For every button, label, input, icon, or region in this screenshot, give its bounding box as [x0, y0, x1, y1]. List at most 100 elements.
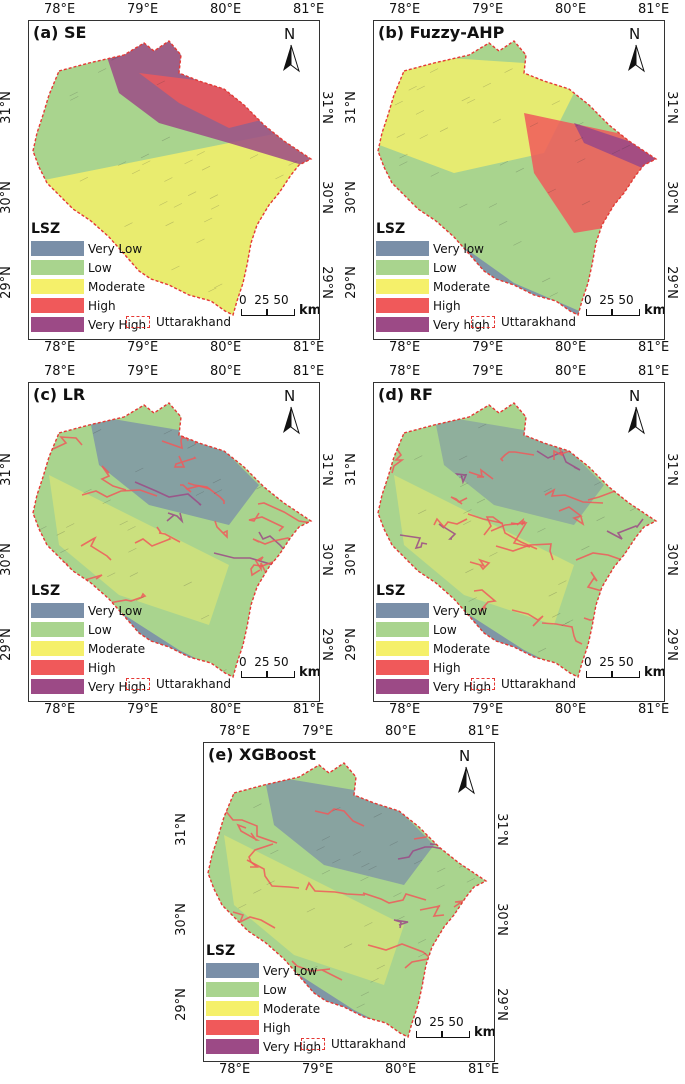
hillshade-stroke: [417, 939, 427, 944]
hillshade-stroke: [621, 144, 630, 150]
lon-tick-top: 79°E: [472, 364, 504, 379]
hillshade-stroke: [659, 465, 664, 469]
lon-tick-bottom: 81°E: [293, 702, 325, 717]
boundary-swatch: [471, 678, 495, 690]
lat-tick-left: 30°N: [0, 181, 14, 214]
hillshade-stroke: [439, 127, 449, 132]
legend-item: Very high: [376, 315, 490, 334]
scale-ruler: [241, 671, 295, 678]
legend-label: Very Low: [88, 603, 143, 618]
hillshade-stroke: [140, 153, 150, 159]
boundary-label: Uttarakhand: [501, 315, 576, 329]
hillshade-stroke: [343, 943, 353, 948]
lon-tick-top: 80°E: [210, 2, 242, 17]
hillshade-stroke: [213, 489, 223, 494]
hillshade-stroke: [603, 413, 612, 418]
hillshade-stroke: [370, 978, 379, 983]
hillshade-stroke: [321, 836, 331, 841]
boundary-swatch: [126, 316, 150, 328]
north-letter: N: [284, 25, 296, 43]
map-frame: (a) SE N LSZ Very Low Low Moderate High Very Hi…: [28, 20, 320, 340]
legend-item: Low: [31, 620, 146, 639]
hillshade-stroke: [253, 803, 262, 808]
hillshade-stroke: [610, 451, 620, 456]
drainage-high-line: [291, 960, 343, 981]
scale-bar: 0 25 50 km: [584, 655, 664, 685]
hillshade-stroke: [466, 986, 475, 992]
lat-tick-left: 30°N: [0, 543, 14, 576]
legend-swatch: [31, 679, 84, 694]
hillshade-stroke: [407, 571, 417, 577]
lat-tick-left: 31°N: [173, 813, 189, 846]
legend-label: Moderate: [433, 279, 491, 294]
hillshade-stroke: [228, 91, 238, 96]
north-arrow-left-half: [628, 45, 636, 71]
lon-tick-bottom: 80°E: [555, 702, 587, 717]
scale-ruler: [586, 309, 640, 316]
hillshade-stroke: [432, 817, 441, 823]
lon-tick-bottom: 79°E: [127, 702, 159, 717]
north-arrow-left-half: [458, 767, 466, 793]
boundary-label: Uttarakhand: [156, 677, 231, 691]
scale-numbers: 0 25 50: [239, 655, 289, 669]
legend-swatch: [31, 660, 84, 675]
hillshade-stroke: [611, 149, 621, 155]
legend-item: Moderate: [31, 277, 146, 296]
lon-tick-top: 81°E: [468, 724, 500, 739]
lat-tick-right: 29°N: [663, 266, 679, 299]
hillshade-stroke: [321, 869, 331, 875]
hillshade-stroke: [542, 277, 551, 283]
hillshade-stroke: [660, 81, 664, 85]
legend-item: High: [206, 1018, 321, 1037]
hillshade-stroke: [159, 201, 168, 206]
hillshade-stroke: [558, 580, 567, 585]
panel-title: (a) SE: [33, 23, 87, 42]
hillshade-stroke: [212, 478, 222, 484]
lon-tick-top: 78°E: [44, 364, 76, 379]
hillshade-stroke: [218, 937, 228, 943]
hillshade-stroke: [135, 467, 144, 473]
lon-tick-top: 81°E: [638, 2, 670, 17]
boundary-label: Uttarakhand: [501, 677, 576, 691]
hillshade-stroke: [460, 816, 469, 821]
legend-label: Low: [433, 260, 457, 275]
drainage-high-line: [214, 520, 228, 539]
hillshade-stroke: [498, 221, 508, 226]
hillshade-stroke: [275, 174, 284, 180]
hillshade-stroke: [270, 849, 279, 855]
legend-label: High: [263, 1020, 291, 1035]
lat-tick-right: 31°N: [663, 453, 679, 486]
drainage-high-line: [134, 481, 202, 506]
drainage-high-line: [257, 502, 311, 527]
zone-moderate: [224, 835, 404, 985]
legend-item: Low: [376, 258, 490, 277]
boundary-legend: Uttarakhand: [126, 315, 231, 329]
drainage-high-line: [250, 558, 282, 577]
boundary-legend: Uttarakhand: [126, 677, 231, 691]
legend-label: Low: [263, 982, 287, 997]
hillshade-stroke: [625, 596, 634, 602]
lat-tick-left: 29°N: [0, 266, 14, 299]
scale-ruler: [241, 309, 295, 316]
hillshade-stroke: [652, 86, 656, 91]
lon-tick-bottom: 81°E: [293, 340, 325, 355]
legend-swatch: [206, 1039, 259, 1054]
legend-item: Low: [31, 258, 146, 277]
hillshade-stroke: [418, 952, 427, 958]
scale-unit: km: [644, 303, 665, 318]
boundary-legend: Uttarakhand: [471, 315, 576, 329]
hillshade-stroke: [92, 403, 101, 407]
boundary-legend: Uttarakhand: [301, 1037, 406, 1051]
legend-label: Very Low: [88, 241, 143, 256]
scale-bar: 0 25 50 km: [239, 655, 319, 685]
hillshade-stroke: [467, 407, 477, 413]
hillshade-stroke: [187, 191, 197, 196]
legend-item: Very High: [31, 677, 146, 696]
drainage-high-line: [248, 512, 285, 532]
hillshade-stroke: [196, 151, 205, 156]
hillshade-stroke: [577, 158, 586, 163]
drainage-high-line: [419, 904, 445, 917]
legend-item: Very High: [206, 1037, 321, 1056]
north-arrow-right-half: [290, 406, 300, 435]
hillshade-stroke: [253, 446, 263, 451]
